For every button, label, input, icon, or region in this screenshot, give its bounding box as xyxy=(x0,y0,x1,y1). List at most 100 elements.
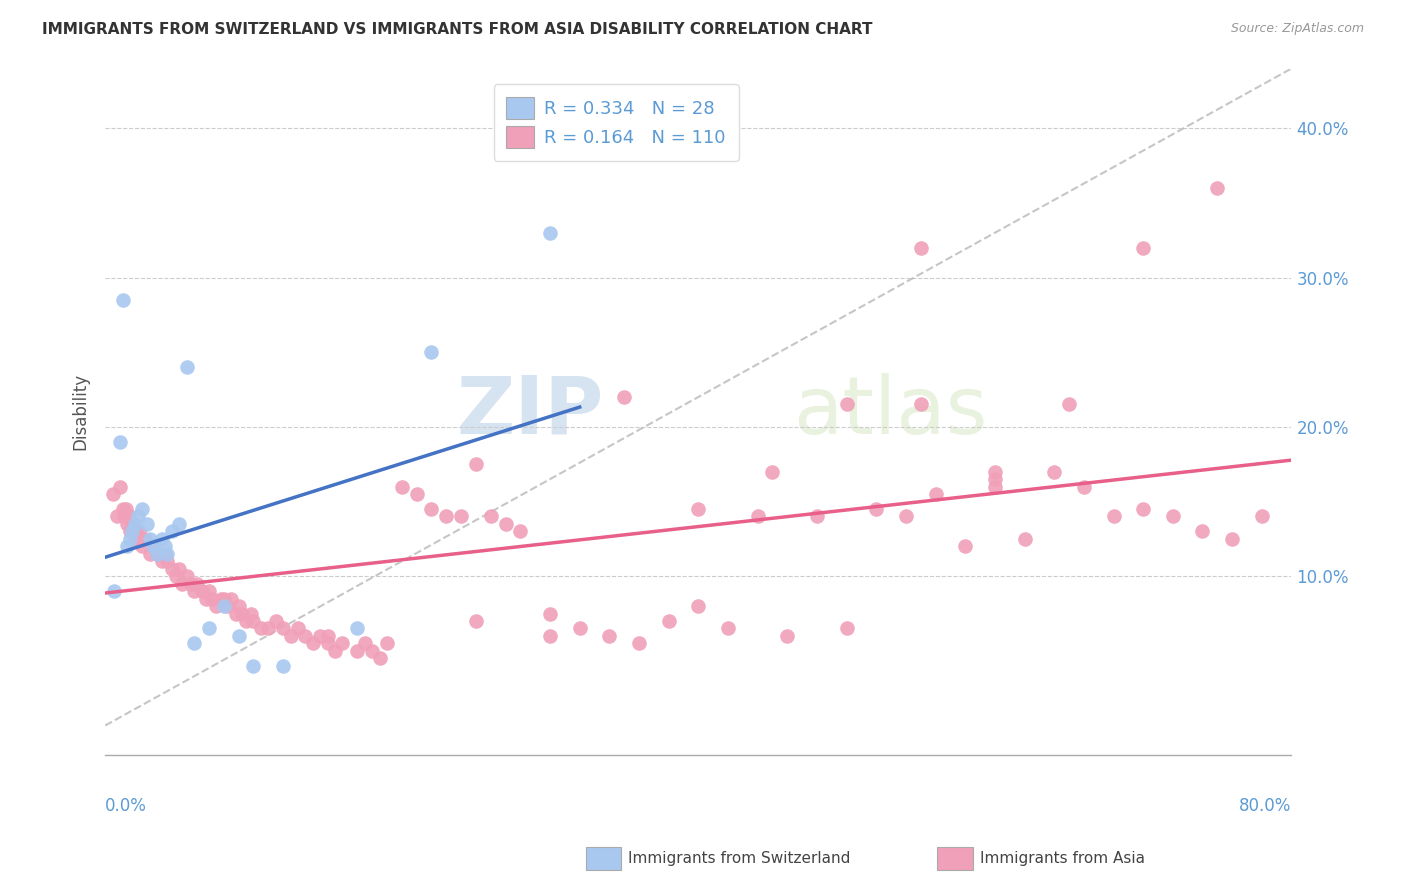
Point xyxy=(115,502,138,516)
Point xyxy=(368,651,391,665)
Point xyxy=(242,658,264,673)
Point xyxy=(1057,397,1080,411)
Point xyxy=(479,509,502,524)
Point xyxy=(688,599,710,613)
Point xyxy=(1014,532,1036,546)
Point xyxy=(332,636,354,650)
Text: 0.0%: 0.0% xyxy=(105,797,148,814)
Point xyxy=(1132,241,1154,255)
Legend: R = 0.334   N = 28, R = 0.164   N = 110: R = 0.334 N = 28, R = 0.164 N = 110 xyxy=(494,85,738,161)
Point xyxy=(111,293,134,307)
Point xyxy=(125,524,148,539)
Point xyxy=(538,629,561,643)
Point xyxy=(124,516,146,531)
Point xyxy=(924,487,946,501)
Point xyxy=(228,599,250,613)
Point xyxy=(135,516,157,531)
Point xyxy=(747,509,769,524)
Point xyxy=(150,554,173,568)
Point xyxy=(894,509,917,524)
Point xyxy=(434,509,457,524)
Point xyxy=(235,614,257,628)
Point xyxy=(176,569,198,583)
Point xyxy=(280,629,302,643)
Point xyxy=(134,532,156,546)
Point xyxy=(176,360,198,375)
Point xyxy=(142,539,165,553)
Point xyxy=(128,524,150,539)
Point xyxy=(346,644,368,658)
Text: Immigrants from Asia: Immigrants from Asia xyxy=(980,852,1144,866)
Point xyxy=(156,554,179,568)
Point xyxy=(190,584,212,599)
Point xyxy=(101,487,124,501)
Point xyxy=(250,622,273,636)
Point xyxy=(257,622,280,636)
Point xyxy=(242,614,264,628)
Point xyxy=(538,226,561,240)
Point xyxy=(353,636,375,650)
Point xyxy=(142,539,165,553)
Text: Source: ZipAtlas.com: Source: ZipAtlas.com xyxy=(1230,22,1364,36)
Point xyxy=(108,434,131,449)
Point xyxy=(375,636,398,650)
Point xyxy=(124,532,146,546)
Point xyxy=(627,636,650,650)
Point xyxy=(169,516,191,531)
Point xyxy=(776,629,799,643)
Point xyxy=(264,614,287,628)
Point xyxy=(127,532,149,546)
Point xyxy=(316,629,339,643)
Point xyxy=(405,487,427,501)
Point xyxy=(271,622,294,636)
Y-axis label: Disability: Disability xyxy=(72,374,89,450)
Point xyxy=(108,480,131,494)
Point xyxy=(865,502,887,516)
Point xyxy=(131,539,153,553)
Point xyxy=(212,591,235,606)
Point xyxy=(225,607,247,621)
Point xyxy=(169,562,191,576)
Text: Immigrants from Switzerland: Immigrants from Switzerland xyxy=(628,852,851,866)
Point xyxy=(103,584,125,599)
Point xyxy=(215,599,238,613)
Point xyxy=(183,636,205,650)
Point xyxy=(239,607,262,621)
Point xyxy=(186,576,208,591)
Text: IMMIGRANTS FROM SWITZERLAND VS IMMIGRANTS FROM ASIA DISABILITY CORRELATION CHART: IMMIGRANTS FROM SWITZERLAND VS IMMIGRANT… xyxy=(42,22,873,37)
Point xyxy=(219,591,242,606)
Point xyxy=(1073,480,1095,494)
Point xyxy=(1250,509,1272,524)
Point xyxy=(212,599,235,613)
Point xyxy=(121,524,143,539)
Point xyxy=(835,397,858,411)
Point xyxy=(111,502,134,516)
Point xyxy=(138,547,160,561)
Point xyxy=(183,584,205,599)
Point xyxy=(231,607,253,621)
Point xyxy=(309,629,332,643)
Point xyxy=(420,502,443,516)
Point xyxy=(391,480,413,494)
Point xyxy=(146,547,169,561)
Point xyxy=(198,584,221,599)
Point xyxy=(464,614,486,628)
Point xyxy=(450,509,472,524)
Point xyxy=(153,539,176,553)
Point xyxy=(138,532,160,546)
Point xyxy=(131,502,153,516)
Point xyxy=(984,465,1007,479)
Point xyxy=(165,569,187,583)
Point xyxy=(420,345,443,359)
Text: ZIP: ZIP xyxy=(456,373,603,451)
Point xyxy=(150,532,173,546)
Point xyxy=(201,591,224,606)
Point xyxy=(984,472,1007,486)
Point xyxy=(761,465,783,479)
Point xyxy=(195,591,218,606)
Point xyxy=(180,576,202,591)
Point xyxy=(613,390,636,404)
Point xyxy=(117,539,139,553)
Point xyxy=(228,629,250,643)
Point xyxy=(105,509,128,524)
